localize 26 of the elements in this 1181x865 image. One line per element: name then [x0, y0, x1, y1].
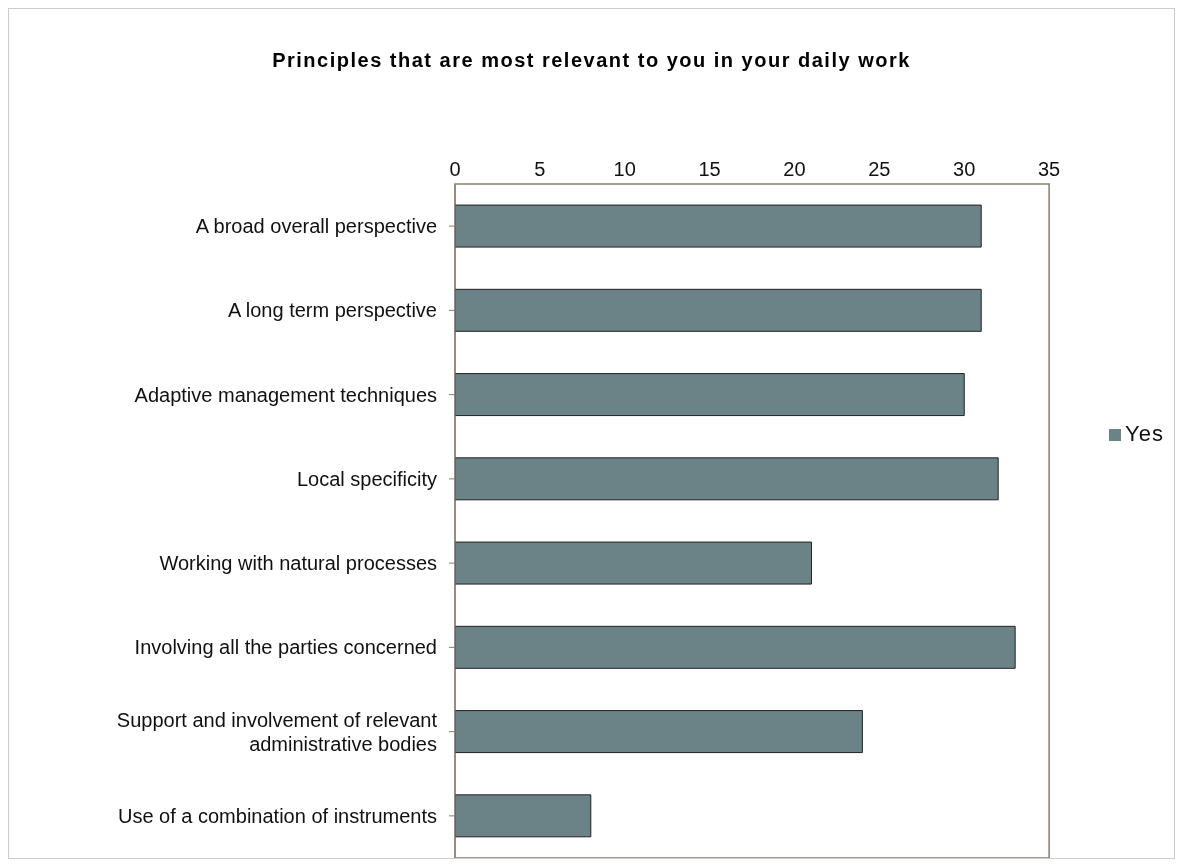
y-tick-label: A long term perspective [228, 299, 437, 322]
x-tick-label: 0 [449, 158, 461, 180]
y-tick-label: Working with natural processes [159, 552, 437, 575]
x-tick-label: 5 [534, 158, 546, 180]
y-tick-label: Involving all the parties concerned [134, 636, 437, 659]
bar [455, 457, 999, 501]
bar [455, 373, 965, 417]
chart-title: Principles that are most relevant to you in your daily work [271, 49, 912, 72]
bar [455, 710, 863, 754]
y-tick-label: Local specificity [296, 467, 437, 490]
bar [455, 204, 982, 248]
bar [455, 625, 1016, 669]
x-tick-label: 15 [698, 158, 721, 180]
bar [455, 288, 982, 332]
y-tick-label: Adaptive management techniques [134, 383, 437, 406]
y-tick-label: A broad overall perspective [195, 215, 437, 238]
y-tick-label: Support and involvement of relevant administrative bodies [116, 708, 438, 755]
x-tick-label: 30 [953, 158, 976, 180]
x-tick-label: 25 [868, 158, 891, 180]
x-tick-label: 35 [1037, 158, 1061, 180]
bar [455, 541, 812, 585]
bar [455, 794, 592, 838]
x-tick-label: 10 [613, 158, 636, 180]
x-tick-label: 20 [783, 158, 806, 180]
y-tick-label: Use of a combination of instruments [117, 804, 437, 827]
legend-label: Yes [1125, 420, 1164, 446]
